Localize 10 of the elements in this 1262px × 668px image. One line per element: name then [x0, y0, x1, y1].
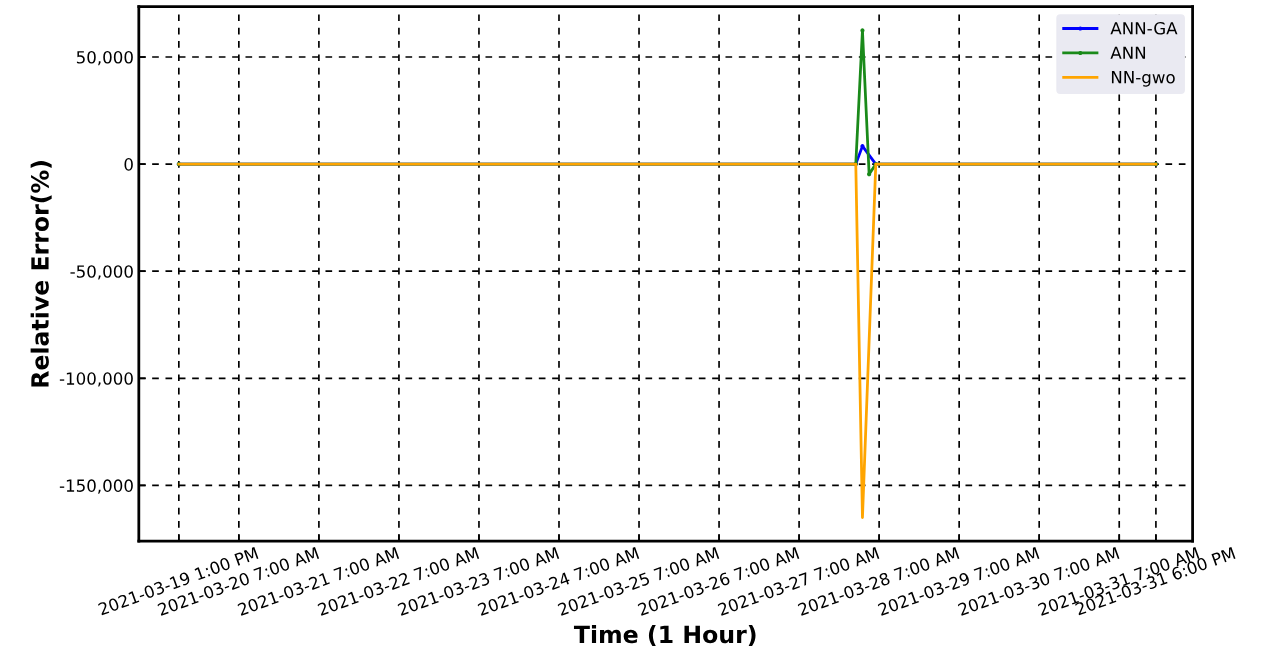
- y-tick-label: -50,000: [70, 265, 133, 280]
- y-tick-label: 50,000: [76, 50, 133, 66]
- y-tick-label: -150,000: [59, 479, 133, 494]
- legend-label: NN-gwo: [1111, 71, 1175, 87]
- legend-label: ANN: [1110, 46, 1146, 59]
- y-tick-label: -100,000: [59, 372, 133, 387]
- y-axis-title: Relative Error(%): [30, 161, 52, 387]
- y-tick-label: 0: [124, 158, 133, 171]
- x-axis-title: Time (1 Hour): [573, 625, 756, 647]
- legend-label: ANN-GA: [1110, 21, 1178, 35]
